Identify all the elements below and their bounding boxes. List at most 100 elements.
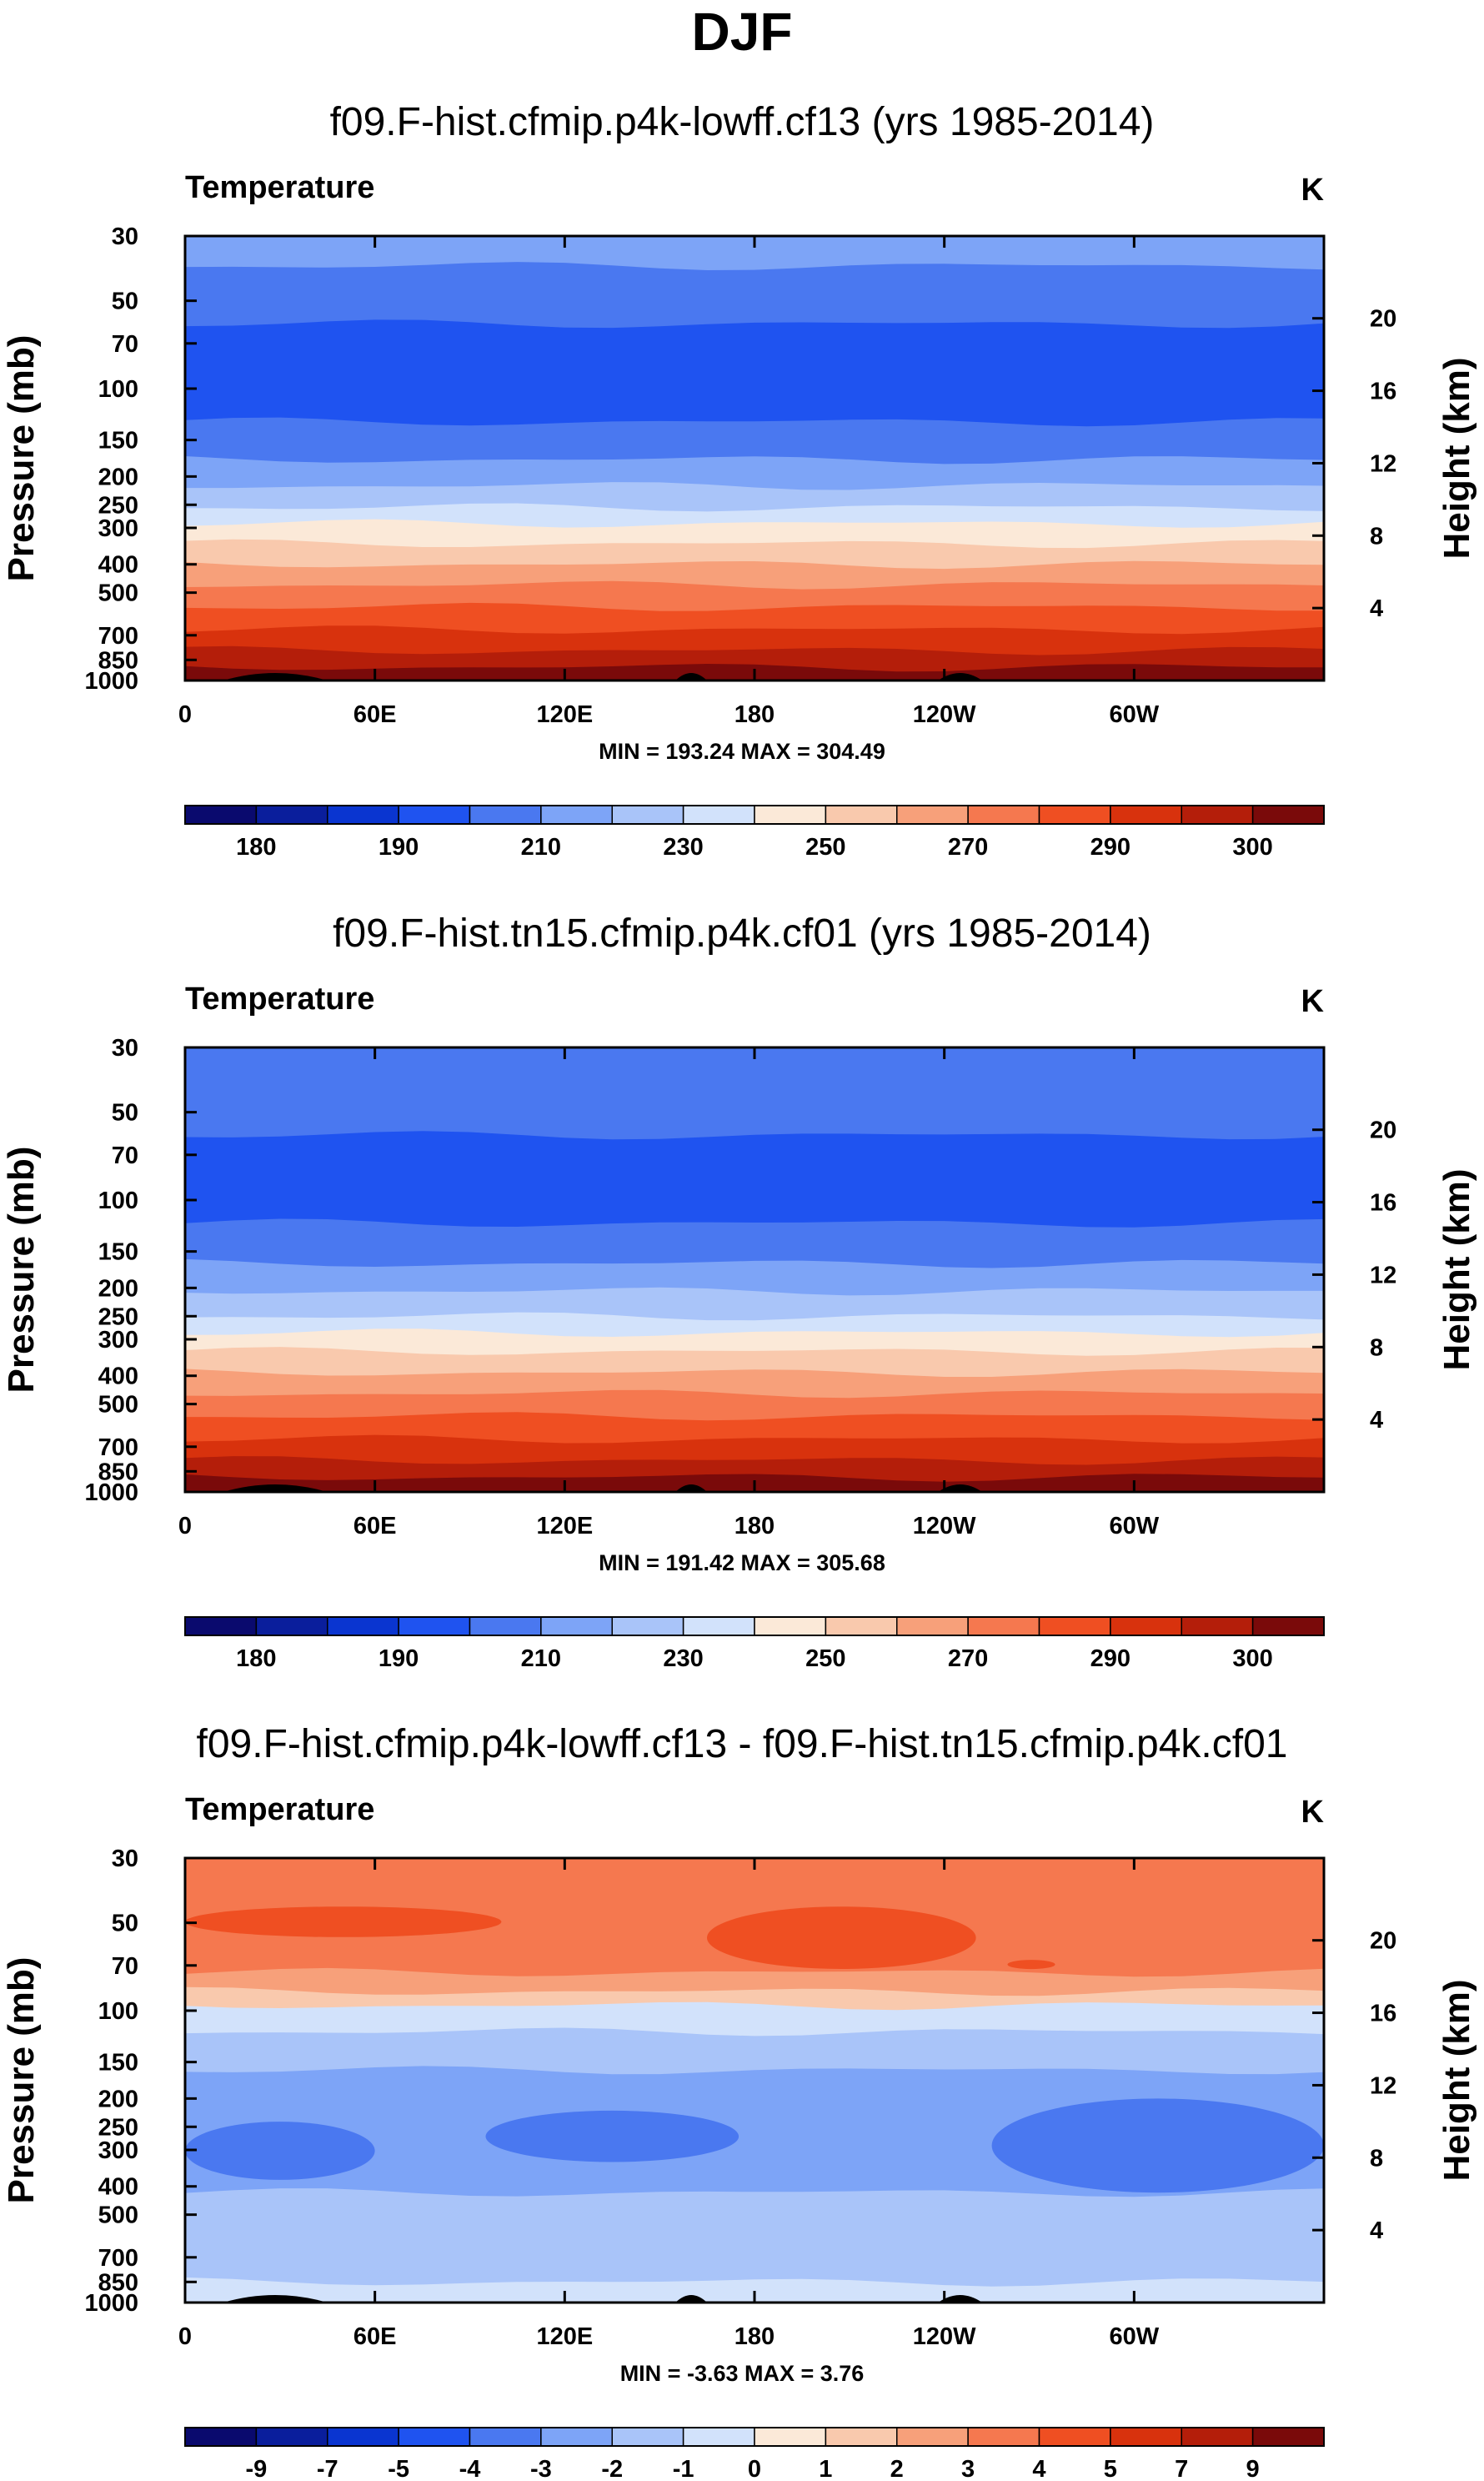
panel-title: f09.F-hist.cfmip.p4k-lowff.cf13 - f09.F-… <box>197 1722 1288 1766</box>
colorbar-box <box>184 805 258 825</box>
y-right-tick-label: 16 <box>1370 379 1396 405</box>
colorbar-label: 3 <box>961 2456 975 2481</box>
colorbar-box <box>540 805 613 825</box>
variable-label: Temperature <box>185 982 374 1017</box>
y-right-tick-label: 8 <box>1370 523 1383 550</box>
contour-field <box>185 1858 1324 2303</box>
contour-blob <box>1007 1960 1055 1970</box>
colorbar-box <box>1038 2427 1111 2447</box>
colorbar-box <box>754 1616 827 1636</box>
x-tick-label: 120W <box>913 1513 976 1539</box>
y-right-tick-label: 4 <box>1370 2217 1383 2244</box>
x-tick-label: 180 <box>734 701 775 728</box>
contour-blob <box>185 2122 375 2180</box>
colorbar-box <box>184 1616 258 1636</box>
contour-layer <box>185 2188 1324 2303</box>
y-tick-label: 100 <box>98 1188 138 1214</box>
y-axis-label: Pressure (mb) <box>1 1957 42 2204</box>
colorbar-label: -5 <box>388 2456 409 2481</box>
colorbar-label: 300 <box>1232 834 1272 861</box>
y-tick-label: 70 <box>112 1143 138 1169</box>
colorbar-box <box>896 1616 969 1636</box>
colorbar-box <box>1038 1616 1111 1636</box>
y-tick-label: 30 <box>112 1846 138 1872</box>
contour-blob <box>485 2110 739 2162</box>
x-tick-label: 60E <box>353 1513 397 1539</box>
colorbar-label: 230 <box>663 1645 703 1672</box>
y-right-tick-label: 20 <box>1370 306 1396 333</box>
topography <box>223 2295 328 2303</box>
chart-panel-top: f09.F-hist.cfmip.p4k-lowff.cf13 (yrs 198… <box>1 100 1477 861</box>
y-right-tick-label: 4 <box>1370 1407 1383 1434</box>
y-tick-label: 150 <box>98 1239 138 1266</box>
colorbar-label: 290 <box>1090 1645 1131 1672</box>
y-tick-label: 500 <box>98 2202 138 2229</box>
colorbar-label: -3 <box>530 2456 552 2481</box>
colorbar-box <box>398 805 471 825</box>
colorbar-box <box>896 805 969 825</box>
colorbar-box <box>1251 2427 1325 2447</box>
y-tick-label: 30 <box>112 1035 138 1062</box>
colorbar-box <box>754 805 827 825</box>
colorbar-label: 190 <box>379 834 419 861</box>
colorbar-label: 4 <box>1032 2456 1045 2481</box>
colorbar-box <box>1038 805 1111 825</box>
y-tick-label: 700 <box>98 2245 138 2272</box>
colorbar-box <box>1181 805 1254 825</box>
colorbar-box <box>1110 805 1182 825</box>
y-tick-label: 30 <box>112 223 138 250</box>
units-label: K <box>1301 1795 1325 1830</box>
chart-panel-middle: f09.F-hist.tn15.cfmip.p4k.cf01 (yrs 1985… <box>1 912 1477 1672</box>
y-tick-label: 250 <box>98 492 138 519</box>
y-tick-label: 200 <box>98 2086 138 2112</box>
colorbar-box <box>825 1616 898 1636</box>
panel-title: f09.F-hist.tn15.cfmip.p4k.cf01 (yrs 1985… <box>333 912 1151 956</box>
y-right-tick-label: 12 <box>1370 2072 1396 2099</box>
y-tick-label: 250 <box>98 1303 138 1330</box>
y-tick-label: 400 <box>98 2174 138 2201</box>
y-right-tick-label: 20 <box>1370 1928 1396 1955</box>
contour-blob <box>707 1906 976 1970</box>
colorbar-box <box>255 1616 328 1636</box>
colorbar-box <box>1251 1616 1325 1636</box>
x-tick-label: 180 <box>734 2323 775 2350</box>
y-axis-label: Pressure (mb) <box>1 1147 42 1394</box>
colorbar-box <box>1110 2427 1182 2447</box>
colorbar-box <box>540 2427 613 2447</box>
colorbar-frame <box>184 805 1325 825</box>
y-tick-label: 150 <box>98 2050 138 2077</box>
colorbar-label: 2 <box>890 2456 904 2481</box>
units-label: K <box>1301 984 1325 1019</box>
y-axis-label: Pressure (mb) <box>1 335 42 582</box>
colorbar-label: 270 <box>948 1645 988 1672</box>
y-tick-label: 50 <box>112 1100 138 1127</box>
y-tick-label: 200 <box>98 1275 138 1302</box>
colorbar-label: -2 <box>601 2456 623 2481</box>
colorbar-label: 180 <box>236 1645 276 1672</box>
colorbar-label: -9 <box>245 2456 267 2481</box>
colorbar-box <box>184 2427 258 2447</box>
topography <box>938 673 983 681</box>
colorbar-box <box>967 1616 1040 1636</box>
min-max-text: MIN = -3.63 MAX = 3.76 <box>620 2361 865 2386</box>
x-tick-label: 60E <box>353 701 397 728</box>
topography <box>938 2295 983 2303</box>
colorbar-label: 1 <box>819 2456 832 2481</box>
y-tick-label: 200 <box>98 464 138 490</box>
variable-label: Temperature <box>185 1792 374 1827</box>
topography <box>675 2295 708 2303</box>
y-tick-label: 850 <box>98 647 138 674</box>
colorbar-box <box>540 1616 613 1636</box>
colorbar-box <box>611 1616 684 1636</box>
colorbar-label: 5 <box>1104 2456 1117 2481</box>
variable-label: Temperature <box>185 170 374 205</box>
y-right-tick-label: 12 <box>1370 1262 1396 1288</box>
y-right-tick-label: 16 <box>1370 2001 1396 2027</box>
y-tick-label: 70 <box>112 331 138 358</box>
y-tick-label: 100 <box>98 376 138 403</box>
x-tick-label: 60W <box>1110 2323 1160 2350</box>
y-tick-label: 700 <box>98 1434 138 1461</box>
colorbar-box <box>1251 805 1325 825</box>
y-right-tick-label: 8 <box>1370 1334 1383 1361</box>
x-tick-label: 0 <box>178 701 192 728</box>
